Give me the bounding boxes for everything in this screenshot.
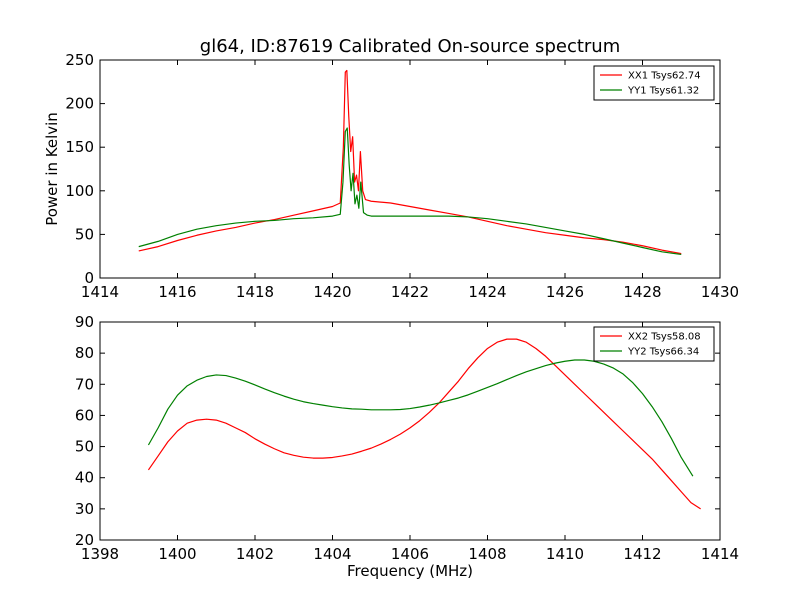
top-legend-label: YY1 Tsys61.32: [627, 86, 699, 97]
top-x-tick-label: 1422: [391, 283, 429, 301]
top-y-tick-label: 100: [65, 182, 94, 200]
bottom-y-tick-label: 90: [75, 313, 94, 331]
bottom-plot-xlabel: Frequency (MHz): [347, 562, 473, 580]
bottom-x-tick-label: 1402: [236, 545, 274, 563]
bottom-plot-lines: [147, 338, 701, 510]
top-legend-label: XX1 Tsys62.74: [628, 71, 701, 82]
top-y-tick-label: 150: [65, 138, 94, 156]
bottom-y-tick-label: 20: [75, 531, 94, 549]
bottom-spectrum-plot: 1398 1400 1402 1404 1406 1408 1410 1412 1414 20 30…: [75, 313, 739, 580]
bottom-y-tick-label: 40: [75, 469, 94, 487]
top-x-tick-label: 1420: [313, 283, 351, 301]
figure-title: gl64, ID:87619 Calibrated On-source spec…: [200, 36, 620, 57]
bottom-legend-label: YY2 Tsys66.34: [627, 347, 699, 358]
top-x-tick-label: 1424: [468, 283, 506, 301]
top-series-line-1: [138, 127, 682, 256]
bottom-series-line-0: [147, 338, 701, 510]
bottom-legend-label: XX2 Tsys58.08: [628, 332, 701, 343]
bottom-plot-ticks: 1398 1400 1402 1404 1406 1408 1410 1412 1414 20 30…: [75, 313, 739, 563]
bottom-x-tick-label: 1400: [158, 545, 196, 563]
top-plot-legend: XX1 Tsys62.74 YY1 Tsys61.32: [593, 65, 715, 101]
bottom-y-tick-label: 50: [75, 438, 94, 456]
top-x-tick-label: 1416: [158, 283, 196, 301]
top-spectrum-plot: 1414 1416 1418 1420 1422 1424 1426 1428 1430 0 50 1…: [43, 51, 739, 301]
bottom-y-tick-label: 60: [75, 406, 94, 424]
bottom-plot-legend: XX2 Tsys58.08 YY2 Tsys66.34: [593, 326, 715, 362]
top-plot-lines: [138, 69, 682, 256]
bottom-x-tick-label: 1408: [468, 545, 506, 563]
top-x-tick-label: 1426: [546, 283, 584, 301]
bottom-x-tick-label: 1410: [546, 545, 584, 563]
bottom-x-tick-label: 1406: [391, 545, 429, 563]
top-x-tick-label: 1418: [236, 283, 274, 301]
top-y-tick-label: 250: [65, 51, 94, 69]
bottom-legend-box: [593, 326, 715, 362]
bottom-x-tick-label: 1398: [81, 545, 119, 563]
bottom-y-tick-label: 70: [75, 375, 94, 393]
top-y-tick-label: 50: [75, 225, 94, 243]
top-x-tick-label: 1428: [623, 283, 661, 301]
bottom-x-tick-label: 1414: [701, 545, 739, 563]
top-plot-ylabel: Power in Kelvin: [43, 112, 61, 226]
bottom-y-tick-label: 80: [75, 344, 94, 362]
top-y-tick-label: 0: [84, 269, 94, 287]
top-y-tick-label: 200: [65, 95, 94, 113]
bottom-y-tick-label: 30: [75, 500, 94, 518]
top-x-tick-label: 1414: [81, 283, 119, 301]
bottom-x-tick-label: 1412: [623, 545, 661, 563]
bottom-series-line-1: [147, 359, 694, 477]
top-x-tick-label: 1430: [701, 283, 739, 301]
top-plot-ticks: 1414 1416 1418 1420 1422 1424 1426 1428 1430 0 50 1…: [65, 51, 739, 301]
top-legend-box: [593, 65, 715, 101]
bottom-x-tick-label: 1404: [313, 545, 351, 563]
